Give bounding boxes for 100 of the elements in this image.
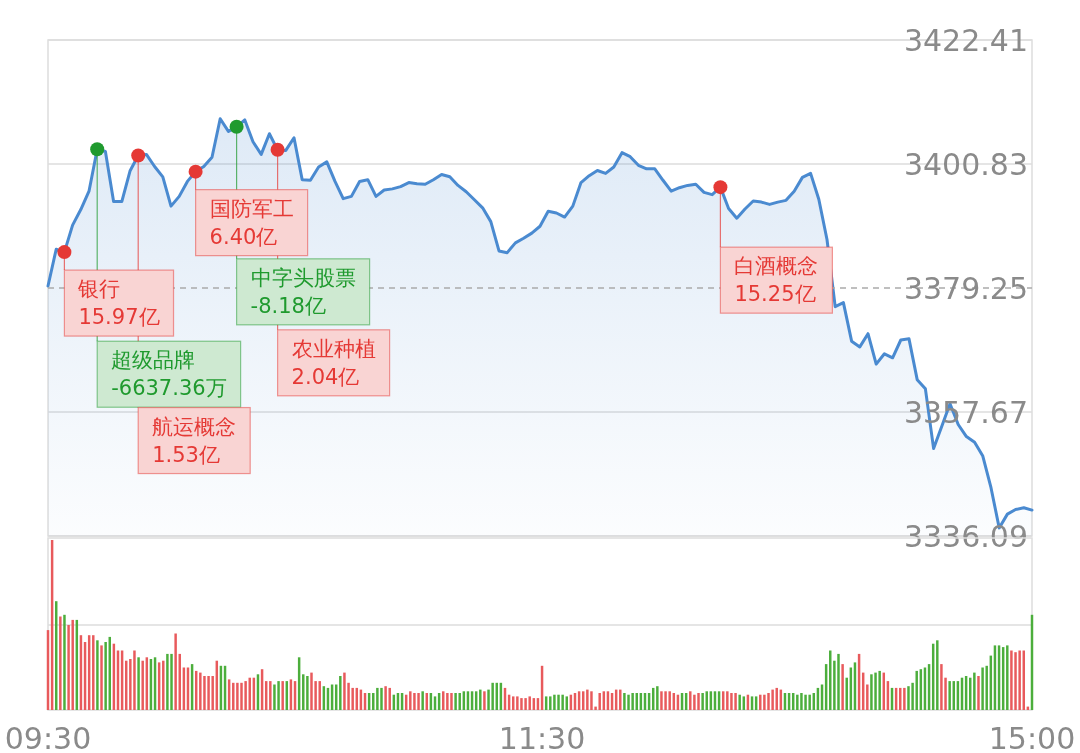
bar (339, 676, 342, 710)
bar (866, 684, 869, 710)
bar (903, 687, 906, 710)
y-tick-label: 3336.09 (903, 518, 1028, 554)
bar (133, 650, 136, 710)
point (188, 164, 203, 179)
bar (310, 672, 313, 710)
bar (730, 693, 733, 710)
bar (524, 698, 527, 710)
bar (845, 677, 848, 710)
bar (450, 693, 453, 710)
bar (491, 682, 494, 710)
annotation: 农业种植 2.04亿 (291, 336, 376, 389)
y-tick-label: 3422.41 (903, 22, 1028, 58)
x-tick-label: 09:30 (4, 720, 92, 753)
annotation: 超级品牌 -6637.36万 (96, 340, 242, 408)
bar (1010, 650, 1013, 710)
annotation: 超级品牌 -6637.36万 (111, 348, 227, 401)
annotation: 航运概念 1.53亿 (137, 406, 251, 475)
bar (421, 691, 424, 710)
x-tick-label: 11:30 (498, 720, 586, 753)
bar (232, 682, 235, 710)
bar (697, 693, 700, 710)
bar (318, 681, 321, 710)
x-tick-label: 15:00 (988, 720, 1076, 753)
bar (734, 693, 737, 710)
bar (92, 635, 95, 710)
bar (689, 691, 692, 710)
point (90, 142, 105, 157)
point (270, 142, 285, 157)
bar (771, 689, 774, 710)
bar (413, 693, 416, 710)
bar (409, 691, 412, 710)
bar (940, 664, 943, 710)
bar (388, 687, 391, 710)
bar (656, 686, 659, 710)
point (713, 180, 728, 195)
bar (269, 681, 272, 710)
bar (549, 696, 552, 710)
bar (281, 681, 284, 710)
bar (240, 682, 243, 710)
annotation: 白酒概念 15.25亿 (734, 254, 819, 307)
bar (211, 676, 214, 710)
bar (306, 676, 309, 710)
bar (664, 691, 667, 710)
bar (417, 693, 420, 710)
bar (1018, 650, 1021, 710)
bar (804, 694, 807, 710)
bar (207, 676, 210, 710)
bar (244, 681, 247, 710)
bar (59, 616, 62, 710)
bar (454, 693, 457, 710)
bar (170, 653, 173, 710)
bar (907, 686, 910, 710)
bar (277, 681, 280, 710)
bar (236, 682, 239, 710)
bar (590, 691, 593, 710)
bar (1006, 645, 1009, 710)
bar (874, 672, 877, 710)
bar (841, 664, 844, 710)
bar (763, 694, 766, 710)
bar (162, 660, 165, 710)
bar (619, 689, 622, 710)
bar (174, 633, 177, 710)
bar (981, 667, 984, 710)
annotation: 国防军工 6.40亿 (195, 189, 309, 257)
bar (631, 693, 634, 710)
bar (878, 670, 881, 710)
bar (598, 693, 601, 710)
bar (726, 691, 729, 710)
bar (100, 645, 103, 710)
bar (458, 693, 461, 710)
bar (936, 640, 939, 710)
bar (738, 694, 741, 710)
bar (977, 676, 980, 710)
bar (104, 642, 107, 710)
annotation: 农业种植 2.04亿 (277, 329, 391, 397)
bar (668, 691, 671, 710)
point (131, 148, 146, 163)
annotation: 中字头股票 -8.18亿 (236, 258, 371, 326)
bar (660, 691, 663, 710)
bar (561, 694, 564, 710)
bar (137, 657, 140, 710)
bar (483, 691, 486, 710)
annotation: 银行 15.97亿 (77, 277, 160, 330)
bar (985, 665, 988, 710)
bar (343, 672, 346, 710)
bar (516, 696, 519, 710)
bar (71, 619, 74, 710)
annotation: 银行 15.97亿 (63, 269, 175, 337)
y-tick-label: 3379.25 (903, 270, 1028, 306)
bar (96, 640, 99, 710)
bar (693, 694, 696, 710)
bar (203, 676, 206, 710)
bar (384, 686, 387, 710)
bar (520, 698, 523, 710)
bar (63, 614, 66, 710)
bar (273, 684, 276, 710)
bar (808, 694, 811, 710)
bar (701, 693, 704, 710)
